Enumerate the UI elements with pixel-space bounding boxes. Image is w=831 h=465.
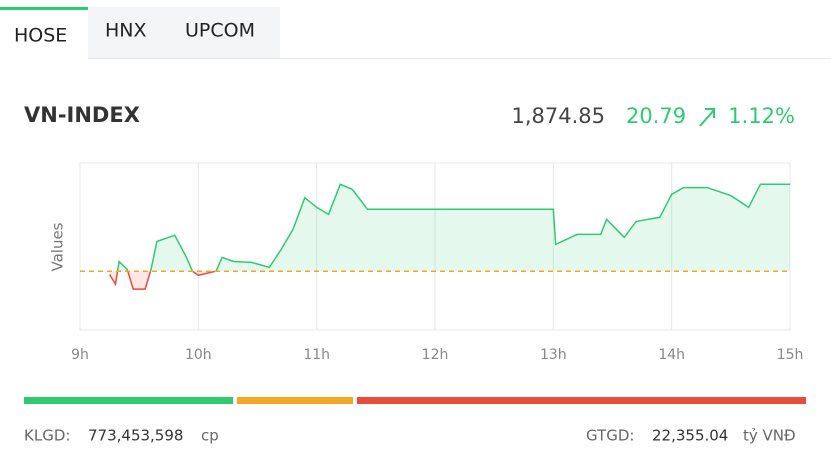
volume-label: KLGD: xyxy=(24,427,70,445)
x-tick-label: 11h xyxy=(303,347,330,363)
tab[interactable]: UPCOM xyxy=(185,20,255,42)
volume: 773,453,598 xyxy=(88,427,183,445)
y-axis-label: Values xyxy=(49,222,67,271)
breadth-segment xyxy=(24,397,233,404)
index-percent: 1.12% xyxy=(728,104,795,128)
index-change: 20.79 xyxy=(626,104,686,128)
tab[interactable]: HOSE xyxy=(14,25,67,47)
x-tick-label: 12h xyxy=(422,347,449,363)
breadth-segment xyxy=(237,397,353,404)
volume-unit: cp xyxy=(201,427,219,445)
value-label: GTGD: xyxy=(586,427,634,445)
tab[interactable]: HNX xyxy=(105,20,147,42)
area-fill-down xyxy=(109,271,216,290)
active-tab[interactable] xyxy=(0,7,88,62)
x-tick-label: 15h xyxy=(777,347,804,363)
value-unit: tỷ VNĐ xyxy=(743,427,796,445)
x-tick-label: 14h xyxy=(658,347,685,363)
up-arrow xyxy=(699,108,715,127)
x-tick-label: 10h xyxy=(185,347,212,363)
active-tab-indicator xyxy=(0,7,88,10)
index-name: VN-INDEX xyxy=(24,103,140,127)
price-line xyxy=(116,183,790,272)
index-value: 1,874.85 xyxy=(511,104,605,128)
trade-value: 22,355.04 xyxy=(652,427,728,445)
area-fill xyxy=(109,184,790,272)
x-tick-label: 9h xyxy=(71,347,89,363)
breadth-segment xyxy=(357,397,806,404)
x-tick-label: 13h xyxy=(540,347,567,363)
